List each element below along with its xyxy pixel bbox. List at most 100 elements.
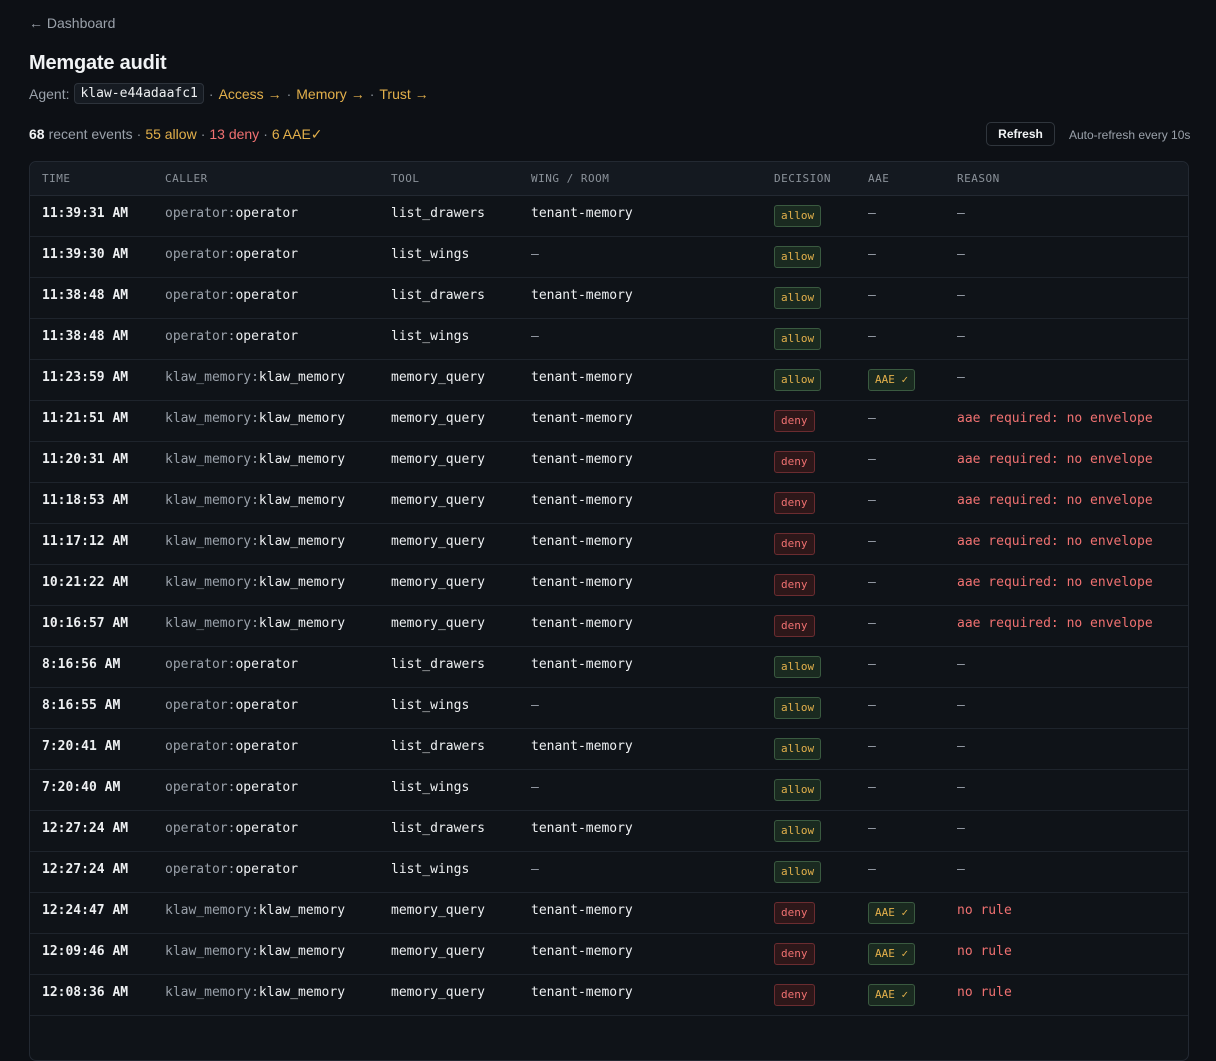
audit-row: 7:20:40 AM operator:operator list_wings — al… [30,770,1188,811]
decision-cell: allow [774,237,822,275]
aae-status: — [868,698,876,713]
audit-row: 12:27:24 AM operator:operator list_drawers… [30,811,1188,852]
aae-status: — [868,534,876,549]
decision-badge: allow [774,820,822,842]
access-link[interactable]: Access → [218,85,282,102]
wing-room: — [531,780,539,795]
reason-cell: — [957,688,965,724]
caller: operator [235,698,299,713]
caller-cell: klaw_memory:klaw_memory [165,360,345,396]
wing-cell: tenant-memory [531,524,633,560]
aae-cell: — [868,606,876,642]
tool-cell: memory_query [391,565,485,601]
wing-room: tenant-memory [531,985,633,1000]
reason-cell: — [957,729,965,765]
reason-cell: aae required: no envelope [957,565,1153,601]
decision-cell: allow [774,852,822,890]
time: 11:17:12 AM [42,534,129,549]
time-cell: 8:16:56 AM [42,647,120,683]
caller: klaw_memory [258,370,346,385]
aae-cell: — [868,729,876,765]
tool-cell: list_wings [391,770,469,806]
trust-link[interactable]: Trust → [379,85,429,102]
reason: — [957,780,965,795]
caller-cell: operator:operator [165,688,298,724]
tool-cell: list_drawers [391,647,485,683]
decision-badge: allow [774,287,822,309]
page-title: Memgate audit [29,52,167,74]
audit-row: 7:20:41 AM operator:operator list_drawers t… [30,729,1188,770]
reason-cell: — [957,237,965,273]
tool: list_wings [391,780,470,795]
aae-status: — [868,329,876,344]
caller-cell: operator:operator [165,852,298,888]
reason-cell: aae required: no envelope [957,483,1153,519]
wing-cell: tenant-memory [531,811,633,847]
aae-status: — [868,739,876,754]
time: 11:23:59 AM [42,370,129,385]
tool: memory_query [391,944,485,959]
tool: memory_query [391,616,485,631]
caller-prefix: klaw_memory: [165,452,259,467]
caller-cell: operator:operator [165,770,298,806]
time-cell: 11:20:31 AM [42,442,128,478]
aae-status: — [868,493,876,508]
decision-cell: allow [774,360,822,398]
caller: operator [235,862,299,877]
back-link[interactable]: ← Dashboard [29,15,116,31]
wing-cell: — [531,237,539,273]
memory-link[interactable]: Memory → [296,85,365,102]
refresh-button[interactable]: Refresh [986,122,1055,146]
decision-badge: deny [774,943,815,965]
time: 11:38:48 AM [42,288,129,303]
tool: list_wings [391,329,470,344]
column-header: TIME [42,172,71,185]
tool-cell: list_drawers [391,729,485,765]
reason: — [957,657,965,672]
aae-cell: — [868,770,876,806]
wing-room: tenant-memory [531,493,633,508]
aae-cell: — [868,565,876,601]
time: 10:21:22 AM [42,575,129,590]
wing-room: tenant-memory [531,944,633,959]
reason-cell: — [957,319,965,355]
decision-badge: allow [774,328,822,350]
caller-cell: operator:operator [165,278,298,314]
tool: list_wings [391,862,470,877]
reason-cell: — [957,196,965,232]
aae-cell: AAE ✓ [868,934,916,972]
agent-id: klaw-e44adaafc1 [74,83,204,104]
decision-cell: deny [774,975,815,1013]
aae-cell: AAE ✓ [868,360,916,398]
tool: list_wings [391,698,470,713]
caller: klaw_memory [258,903,346,918]
caller: klaw_memory [258,944,346,959]
decision-cell: deny [774,606,815,644]
decision-badge: allow [774,205,822,227]
time: 11:20:31 AM [42,452,129,467]
tool-cell: list_wings [391,852,469,888]
reason-cell: — [957,360,965,396]
wing-cell: — [531,319,539,355]
time-cell: 10:16:57 AM [42,606,128,642]
caller-prefix: operator: [165,329,236,344]
tool: memory_query [391,534,485,549]
decision-badge: deny [774,615,815,637]
decision-cell: allow [774,319,822,357]
time-cell: 7:20:41 AM [42,729,120,765]
time: 11:39:30 AM [42,247,129,262]
caller-cell: klaw_memory:klaw_memory [165,524,345,560]
caller: operator [235,288,299,303]
time: 7:20:41 AM [42,739,121,754]
reason: no rule [957,903,1012,918]
time-cell: 11:38:48 AM [42,319,128,355]
time: 12:27:24 AM [42,862,129,877]
reason-cell: — [957,770,965,806]
audit-table: TIME CALLER TOOL WING / ROOM DECISION AAE REAS… [29,161,1189,1061]
time-cell: 12:27:24 AM [42,852,128,888]
caller: klaw_memory [258,985,346,1000]
allow-count: 55 allow [145,126,197,142]
decision-badge: deny [774,902,815,924]
time-cell: 11:17:12 AM [42,524,128,560]
aae-status: — [868,862,876,877]
